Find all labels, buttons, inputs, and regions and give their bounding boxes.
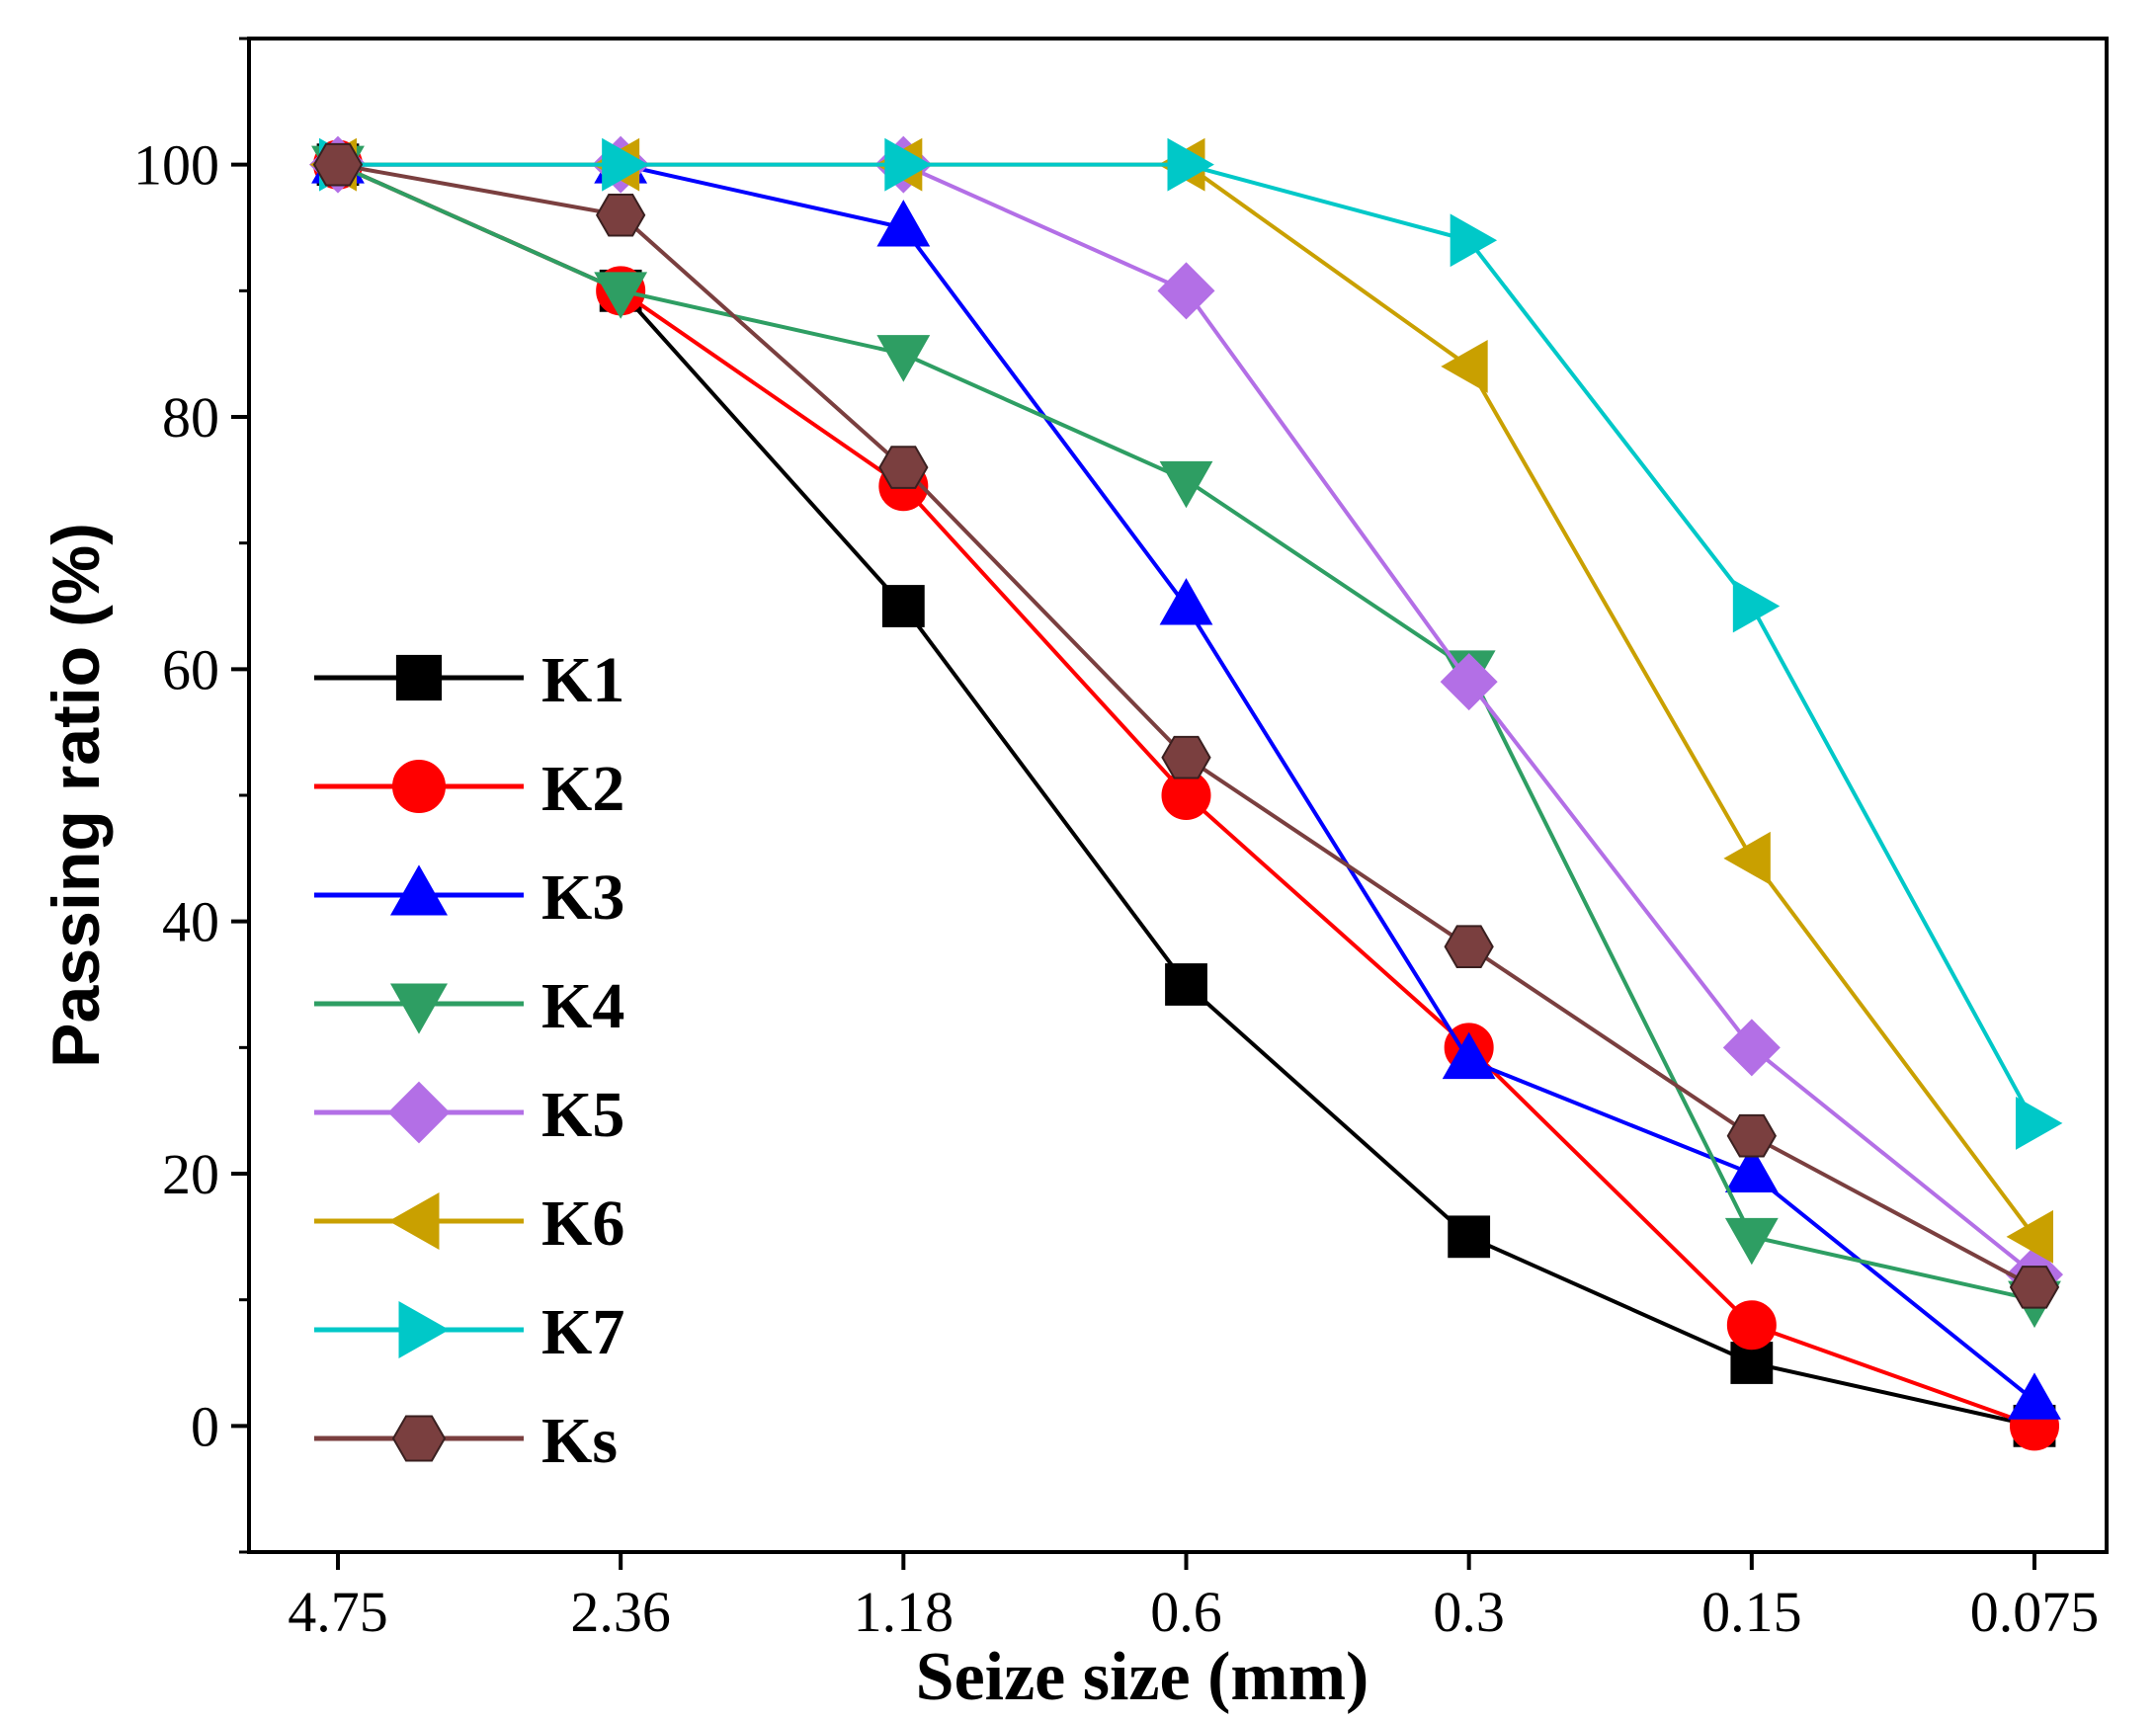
y-axis: 0 20 40 60 80 100: [133, 37, 249, 1554]
x-tick-label: 1.18: [854, 1580, 954, 1644]
legend-label: K2: [541, 753, 624, 825]
y-tick-label: 20: [162, 1142, 219, 1206]
legend-marker: [395, 654, 443, 701]
data-point: [594, 272, 648, 319]
data-point: [2006, 1209, 2053, 1264]
legend-marker: [391, 1415, 447, 1462]
data-point: [1442, 1031, 1496, 1080]
data-point: [1159, 578, 1213, 625]
legend-item: K4: [314, 970, 624, 1042]
data-point: [1448, 1215, 1491, 1259]
data-point: [876, 200, 931, 247]
y-tick-label: 100: [133, 133, 219, 198]
legend-marker: [398, 1300, 450, 1359]
data-point: [1167, 137, 1214, 192]
series-ks: [312, 142, 2060, 1309]
x-tick-label: 0.6: [1150, 1580, 1222, 1644]
series-layer: [308, 135, 2064, 1451]
data-point: [876, 335, 931, 382]
data-point: [1444, 925, 1494, 968]
x-tick-label: 0.15: [1701, 1580, 1802, 1644]
legend-item: K2: [314, 753, 624, 825]
x-tick-label: 2.36: [570, 1580, 671, 1644]
legend-marker: [388, 1191, 440, 1251]
data-point: [2009, 1266, 2060, 1309]
data-point: [1450, 213, 1498, 268]
data-point: [2016, 1097, 2063, 1150]
data-point: [884, 137, 932, 192]
legend-label: Ks: [541, 1405, 618, 1477]
data-point: [1441, 340, 1488, 393]
x-tick-label: 4.75: [288, 1580, 388, 1644]
data-point: [2008, 1372, 2061, 1420]
legend-item: K5: [314, 1079, 624, 1151]
legend-item: K1: [314, 644, 624, 716]
x-axis-title: Seize size (mm): [916, 1639, 1369, 1715]
data-point: [1726, 1300, 1777, 1351]
data-point: [312, 142, 364, 187]
x-tick-label: 0.3: [1433, 1580, 1505, 1644]
data-point: [1440, 653, 1498, 711]
data-point: [1161, 735, 1211, 779]
data-point: [1722, 1019, 1781, 1077]
legend-item: K7: [314, 1296, 624, 1368]
data-point: [1732, 579, 1781, 633]
x-axis: 4.75 2.36 1.18 0.6 0.3 0.15 0.075: [288, 1552, 2099, 1644]
y-tick-label: 40: [162, 890, 219, 954]
legend-marker: [387, 1081, 451, 1144]
data-point: [1159, 460, 1213, 509]
legend-label: K1: [541, 644, 624, 716]
data-point: [1726, 1113, 1777, 1158]
legend-marker: [389, 983, 449, 1034]
y-tick-label: 60: [162, 637, 219, 701]
data-point: [1157, 262, 1215, 320]
y-tick-label: 80: [162, 385, 219, 450]
legend-label: K7: [541, 1296, 624, 1368]
data-point: [1165, 963, 1207, 1006]
data-point: [602, 137, 649, 192]
data-point: [881, 585, 925, 627]
legend-marker: [389, 864, 449, 916]
legend-marker: [392, 760, 446, 813]
legend: K1 K2 K3 K4 K5 K6 K7 Ks: [314, 644, 624, 1477]
legend-label: K3: [541, 861, 624, 934]
legend-item: K3: [314, 861, 624, 934]
legend-label: K6: [541, 1188, 624, 1260]
legend-label: K4: [541, 970, 624, 1042]
x-tick-label: 0.075: [1970, 1580, 2100, 1644]
legend-item: K6: [314, 1188, 624, 1260]
data-point: [878, 446, 929, 489]
legend-item: Ks: [314, 1405, 618, 1477]
data-point: [1724, 1217, 1779, 1266]
y-tick-label: 0: [191, 1394, 219, 1458]
data-point: [1723, 831, 1771, 885]
data-point: [1724, 1145, 1779, 1192]
legend-label: K5: [541, 1079, 624, 1151]
y-axis-title: Passing ratio (%): [39, 523, 114, 1068]
data-point: [596, 193, 646, 237]
